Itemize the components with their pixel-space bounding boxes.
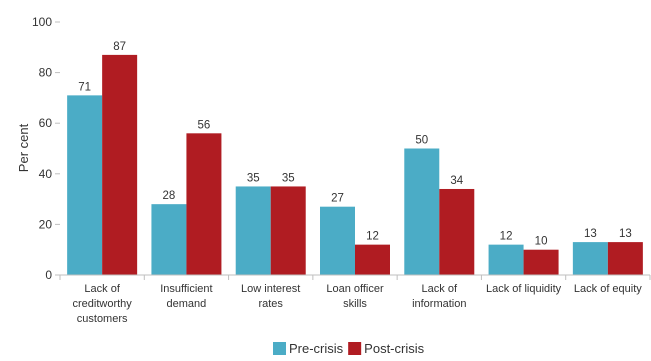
bar-pre-crisis <box>67 95 103 276</box>
bar-pre-crisis <box>488 244 524 275</box>
x-category-label: Low interest rates <box>241 283 300 310</box>
x-category-label: Lack of creditworthy customers <box>72 283 132 325</box>
bar-post-crisis <box>607 242 643 275</box>
bars <box>67 54 643 276</box>
bar-pre-crisis <box>572 242 608 275</box>
bar-pre-crisis <box>320 206 355 275</box>
legend-swatch <box>273 342 286 355</box>
bar-post-crisis <box>270 186 306 275</box>
x-category-label: Loan officer skills <box>326 283 384 310</box>
bar-post-crisis <box>102 54 138 275</box>
data-label: 12 <box>500 231 513 243</box>
bar-pre-crisis <box>151 204 187 275</box>
data-label: 50 <box>415 135 428 147</box>
legend-swatch <box>348 342 362 355</box>
data-label: 56 <box>198 119 211 131</box>
x-category-label: Insufficient demand <box>160 283 212 310</box>
y-tick-label: 0 <box>45 268 52 282</box>
data-label: 71 <box>78 81 91 93</box>
x-category-label: Lack of liquidity <box>486 283 562 295</box>
bar-post-crisis <box>439 188 475 275</box>
data-label: 13 <box>584 228 597 240</box>
y-tick-label: 60 <box>39 116 53 130</box>
y-tick-label: 40 <box>39 167 53 181</box>
x-category-label: Lack of information <box>412 283 466 310</box>
bar-post-crisis <box>355 244 390 275</box>
bar-pre-crisis <box>235 186 271 275</box>
data-label: 27 <box>331 193 344 205</box>
legend-label: Pre-crisis <box>289 341 344 356</box>
x-axis: Lack of creditworthy customers Insufficient… <box>59 275 651 325</box>
data-label: 28 <box>163 190 176 202</box>
y-axis: 0 20 40 60 80 100 <box>32 15 60 282</box>
legend-label: Post-crisis <box>364 341 424 356</box>
data-label: 87 <box>113 41 126 53</box>
y-axis-title: Per cent <box>16 123 31 172</box>
data-label: 13 <box>619 228 632 240</box>
y-tick-label: 80 <box>39 66 53 80</box>
y-tick-label: 100 <box>32 15 52 29</box>
bar-post-crisis <box>523 249 559 275</box>
bar-pre-crisis <box>404 148 440 275</box>
data-label: 35 <box>247 172 260 184</box>
x-category-label: Lack of equity <box>574 283 642 295</box>
data-label: 10 <box>535 236 548 248</box>
data-label: 12 <box>366 231 379 243</box>
y-tick-label: 20 <box>39 217 53 231</box>
legend: Pre-crisis Post-crisis <box>273 341 425 356</box>
data-label: 35 <box>282 172 295 184</box>
data-label: 34 <box>450 175 463 187</box>
bar-post-crisis <box>186 133 222 275</box>
data-labels: 71 87 28 56 35 35 27 12 50 34 12 10 13 13 <box>78 41 632 248</box>
